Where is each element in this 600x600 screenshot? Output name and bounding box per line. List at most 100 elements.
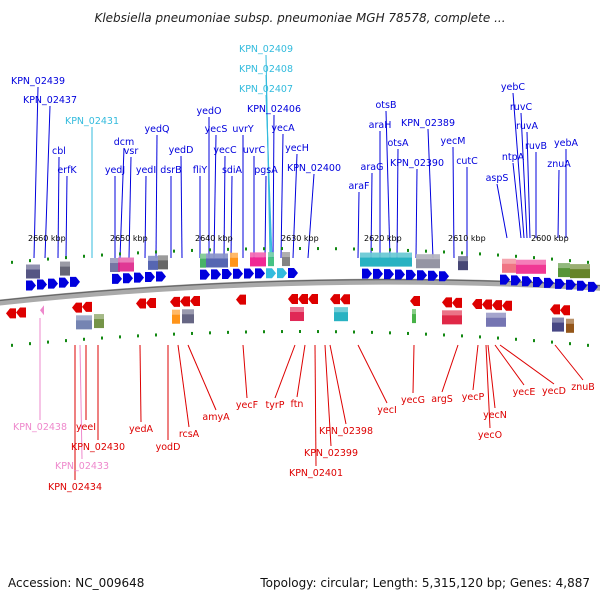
gene-label: yeeI: [76, 422, 96, 433]
leader-line: [272, 114, 275, 259]
tick-mark: [101, 336, 103, 340]
tick-mark: [47, 257, 49, 261]
tick-mark: [317, 330, 319, 334]
forward-gene-arrow: [588, 281, 598, 292]
domain-highlight: [334, 307, 348, 313]
gene-label: rcsA: [179, 429, 200, 440]
tick-mark: [443, 250, 445, 254]
tick-mark: [11, 260, 13, 264]
forward-gene-arrow: [384, 269, 394, 280]
domain-highlight: [118, 257, 134, 263]
tick-mark: [533, 256, 535, 260]
domain-block: [282, 252, 290, 267]
kbp-scale: 2660 kbp 2650 kbp 2640 kbp 2630 kbp 2620 kbp…: [28, 234, 569, 243]
tick-mark: [119, 252, 121, 256]
domain-block: [566, 318, 574, 333]
domain-highlight: [200, 253, 206, 259]
forward-gene-arrow: [500, 274, 510, 285]
leader-line: [187, 344, 217, 411]
genome-backbone: [0, 278, 600, 306]
leader-line: [155, 134, 158, 259]
gene-label: otsB: [375, 100, 396, 111]
gene-label: KPN_02433: [55, 461, 109, 472]
gene-label: yebC: [501, 82, 525, 93]
gene-label: yecA: [271, 123, 295, 134]
domain-block: [110, 258, 120, 273]
gene-label: tyrP: [266, 400, 285, 411]
gene-label: ruvA: [516, 121, 539, 132]
domain-block: [486, 312, 506, 327]
leader-line: [485, 344, 491, 429]
tick-mark: [65, 339, 67, 343]
gene-label: KPN_02401: [289, 468, 343, 479]
forward-gene-arrow: [200, 269, 210, 280]
tick-mark: [245, 247, 247, 251]
leader-line: [357, 191, 360, 259]
forward-gene-arrow: [211, 269, 221, 280]
gene-label: znuB: [571, 382, 595, 393]
gene-label: araF: [348, 181, 369, 192]
tick-mark: [569, 259, 571, 263]
domain-highlight: [250, 252, 266, 258]
tick-mark: [569, 342, 571, 346]
gene-label: yedJ: [105, 165, 125, 176]
gene-label: dsrB: [160, 165, 181, 176]
tick-mark: [137, 334, 139, 338]
forward-gene-arrow: [59, 277, 69, 288]
domain-block: [206, 253, 228, 268]
tick-mark: [209, 248, 211, 252]
gene-label: amyA: [202, 412, 230, 423]
domain-highlight: [26, 264, 40, 270]
tick-mark: [281, 330, 283, 334]
forward-gene-arrow: [428, 270, 438, 281]
domain-block: [250, 252, 266, 267]
domain-highlight: [206, 253, 228, 259]
gene-label: yecM: [441, 136, 466, 147]
gene-label: pgsA: [254, 165, 278, 176]
domain-highlight: [570, 264, 590, 270]
forward-gene-arrow: [255, 268, 265, 279]
leader-line: [79, 344, 83, 460]
forward-gene-arrow: [134, 272, 144, 283]
map-title: Klebsiella pneumoniae subsp. pneumoniae …: [94, 11, 505, 25]
forward-gene-arrow: [577, 280, 587, 291]
gene-label: fliY: [193, 165, 208, 176]
gene-label: aspS: [486, 173, 509, 184]
leader-line: [180, 155, 183, 259]
scale-label: 2660 kbp: [28, 234, 66, 243]
gene-label: znuA: [547, 159, 571, 170]
leader-line: [412, 344, 415, 394]
gene-label: yedI: [136, 165, 156, 176]
reverse-gene-arrow: [180, 296, 190, 307]
tick-mark: [515, 254, 517, 258]
tick-mark: [461, 251, 463, 255]
forward-gene-arrow: [566, 279, 576, 290]
forward-gene-arrow: [439, 271, 449, 282]
scale-label: 2630 kbp: [281, 234, 319, 243]
domain-block: [118, 257, 134, 272]
leader-line: [557, 169, 560, 239]
gene-label: ruvB: [525, 141, 547, 152]
tick-mark: [497, 336, 499, 340]
domain-block: [558, 263, 570, 278]
gene-label: yecC: [213, 145, 237, 156]
domain-block: [158, 255, 168, 270]
tick-mark: [245, 330, 247, 334]
domain-highlight: [182, 309, 194, 315]
tick-mark: [173, 332, 175, 336]
domain-block: [442, 310, 462, 325]
reverse-gene-arrow: [502, 300, 512, 311]
leader-line: [385, 110, 391, 259]
tick-mark: [119, 335, 121, 339]
tick-mark: [353, 330, 355, 334]
domain-highlight: [516, 259, 546, 265]
gene-label: argS: [431, 394, 453, 405]
gene-label: KPN_02406: [247, 104, 301, 115]
tick-mark: [443, 333, 445, 337]
forward-gene-arrow: [406, 269, 416, 280]
domain-block: [94, 314, 104, 329]
tick-mark: [497, 253, 499, 257]
tick-mark: [29, 259, 31, 263]
tick-mark: [263, 330, 265, 334]
